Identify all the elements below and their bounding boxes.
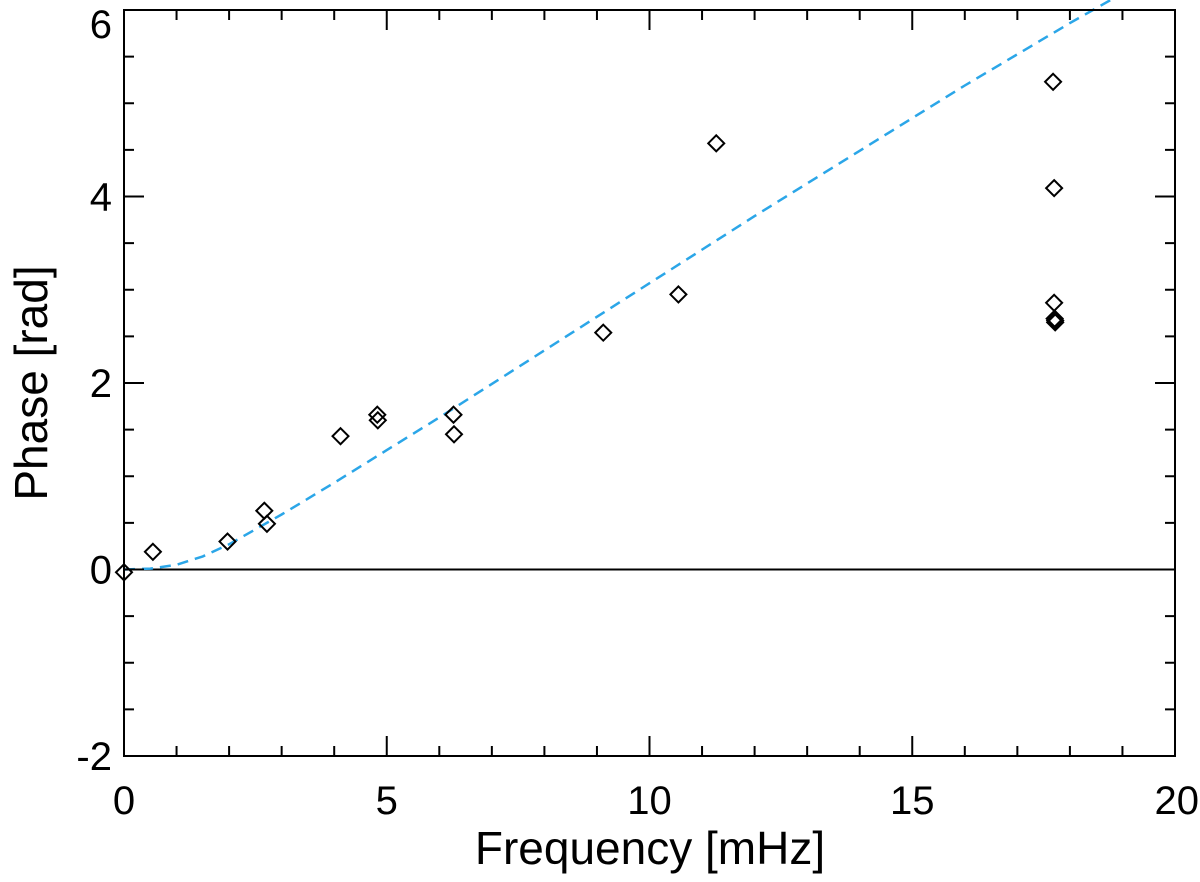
data-point-diamond bbox=[367, 405, 387, 425]
y-tick-label: 0 bbox=[90, 549, 112, 593]
y-tick-label: 6 bbox=[90, 3, 112, 47]
data-point-diamond bbox=[444, 405, 463, 425]
data-point-diamond bbox=[368, 410, 388, 430]
data-point-diamond bbox=[1045, 312, 1065, 332]
fit-curve-line bbox=[123, 0, 1114, 571]
data-point-diamond bbox=[1043, 72, 1063, 92]
data-point-diamond bbox=[257, 514, 277, 534]
axes-group bbox=[123, 9, 1176, 757]
data-point-diamond bbox=[1044, 178, 1064, 198]
data-point-diamond bbox=[1045, 311, 1065, 330]
data-point-diamond bbox=[1044, 293, 1064, 313]
data-point-diamond bbox=[331, 426, 350, 446]
data-point-diamond bbox=[143, 542, 163, 562]
x-tick-label: 15 bbox=[890, 779, 935, 823]
data-point-diamond bbox=[706, 133, 726, 153]
x-tick-label: 20 bbox=[1155, 779, 1200, 823]
x-tick-label: 10 bbox=[627, 779, 672, 823]
data-point-diamond bbox=[444, 424, 464, 444]
data-point-diamond bbox=[593, 323, 613, 343]
y-tick-label: -2 bbox=[76, 735, 112, 779]
data-point-diamond bbox=[218, 532, 237, 551]
x-tick-label: 0 bbox=[113, 779, 135, 823]
ticks-group bbox=[123, 9, 1176, 757]
plot-frame bbox=[123, 9, 1176, 757]
y-axis-label: Phase [rad] bbox=[5, 265, 57, 500]
fit-curve-group bbox=[123, 0, 1114, 571]
y-tick-label: 2 bbox=[90, 362, 112, 406]
data-point-diamond bbox=[254, 501, 274, 521]
data-point-diamond bbox=[668, 284, 688, 304]
x-tick-label: 5 bbox=[376, 779, 398, 823]
y-tick-label: 4 bbox=[90, 176, 112, 220]
data-points-group bbox=[114, 72, 1065, 582]
x-axis-label: Frequency [mHz] bbox=[475, 822, 825, 874]
